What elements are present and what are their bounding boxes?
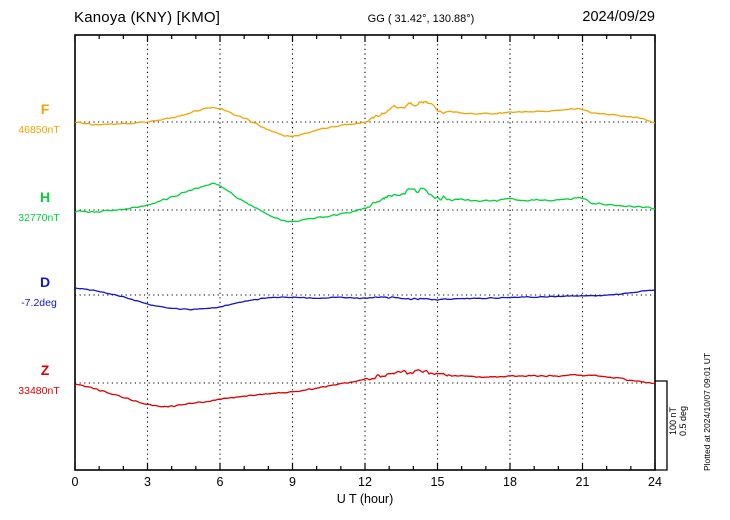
x-axis-label: U T (hour) [336,492,394,506]
trace-D [75,287,656,311]
x-tick-label: 9 [289,475,296,489]
x-tick-label: 15 [430,475,445,489]
scale-deg-label: 0.5 deg [678,405,688,437]
x-tick-label: 21 [575,475,590,489]
x-tick-label: 0 [71,475,79,489]
scale-legend: 100 nT 0.5 deg [668,392,688,450]
series-label-h: H [39,189,51,205]
series-value-z: 33480nT [18,385,60,397]
series-label-f: F [40,101,50,117]
plotted-at-note: Plotted at 2024/10/07 09:01 UT [702,352,712,471]
trace-Z [74,369,656,408]
x-tick-label: 24 [648,475,662,489]
series-value-d: -7.2deg [21,297,57,309]
station-title: Kanoya (KNY) [KMO] [74,9,221,26]
trace-F [74,100,656,137]
series-label-d: D [39,274,51,290]
x-tick-label: 3 [144,475,151,489]
geo-coordinates: GG ( 31.42°, 130.88°) [367,13,475,25]
scale-bracket [655,380,668,471]
x-tick-label: 18 [503,475,517,489]
series-value-h: 32770nT [18,212,60,224]
trace-H [74,182,656,223]
x-tick-label: 6 [216,475,224,489]
series-label-z: Z [40,362,50,378]
series-value-f: 46850nT [18,124,60,136]
plot-date: 2024/09/29 [582,9,655,25]
scale-nt-label: 100 nT [668,406,678,436]
x-tick-label: 12 [358,475,372,489]
